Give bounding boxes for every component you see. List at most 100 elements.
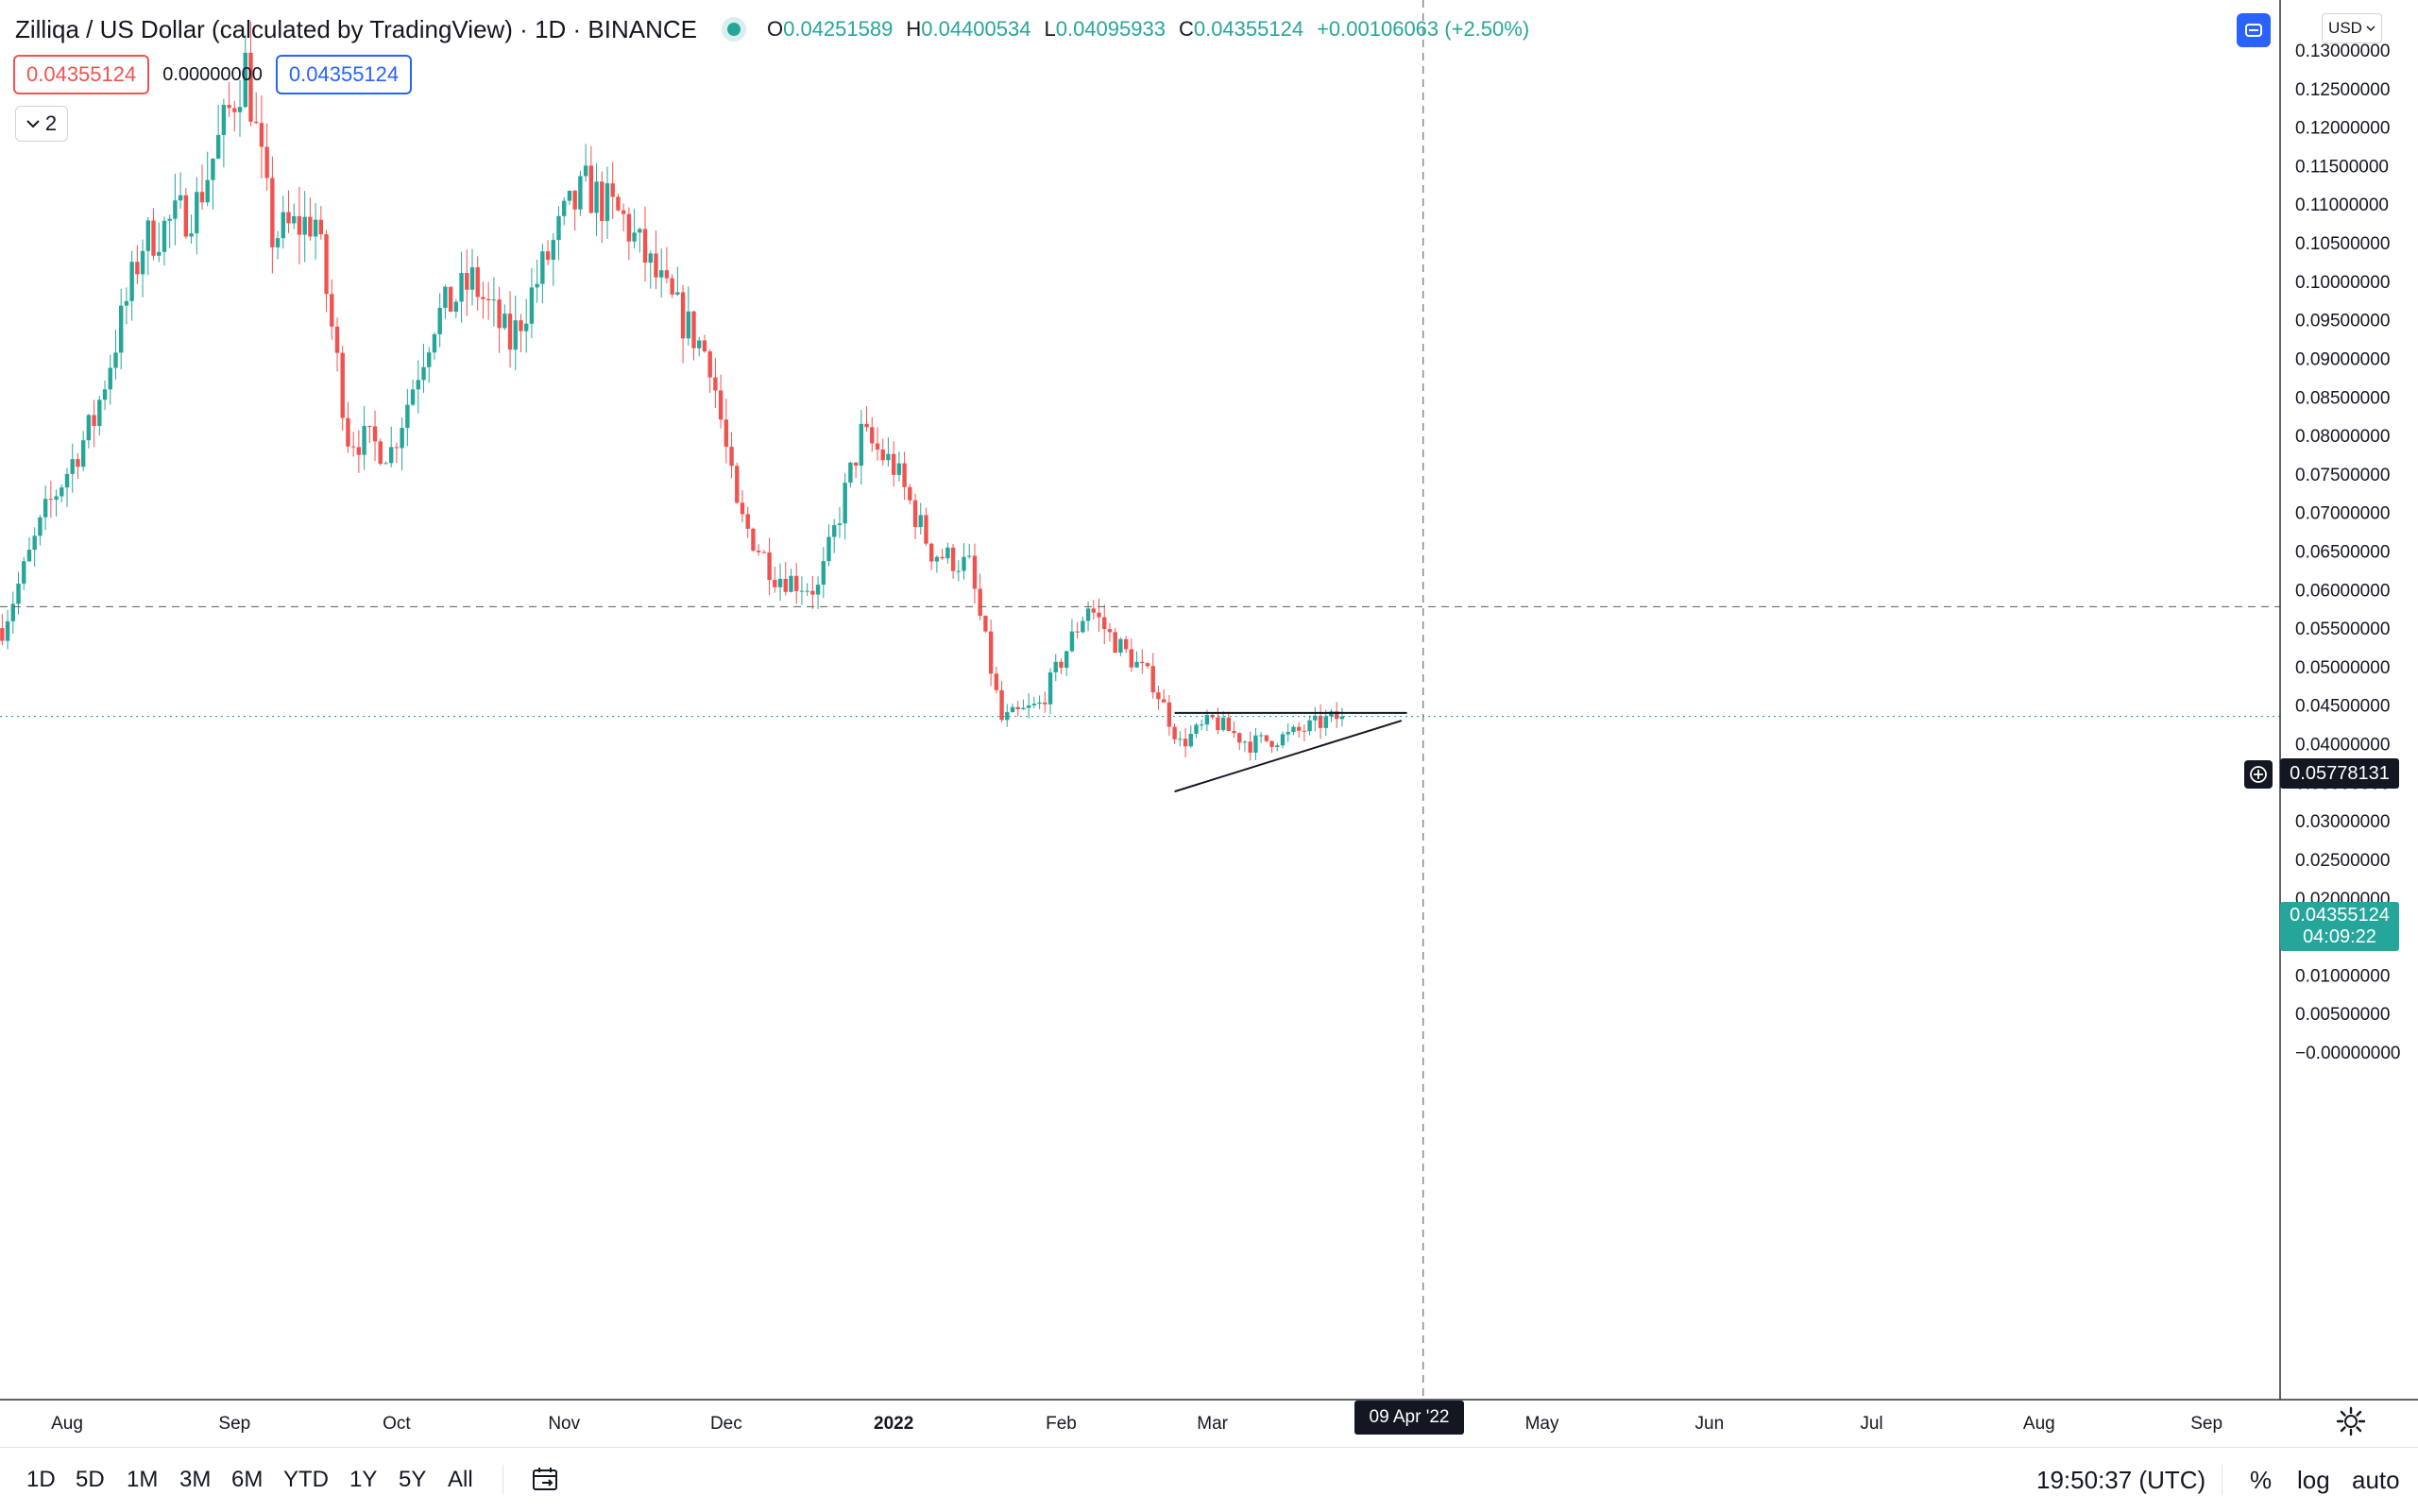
range-button-1d[interactable]: 1D (26, 1467, 56, 1492)
candle-body (432, 333, 437, 353)
candle-body (1307, 720, 1312, 732)
candle-body (1085, 608, 1091, 621)
range-button-5y[interactable]: 5Y (399, 1467, 427, 1492)
candle-body (22, 561, 26, 584)
candle-body (383, 463, 388, 465)
candle-body (270, 178, 275, 247)
candle-body (1323, 716, 1328, 728)
price-axis[interactable]: 0.13000000 0.12500000 0.12000000 0.11500000… (2279, 0, 2400, 1400)
candle-body (162, 220, 167, 252)
price-chart[interactable]: 0.13000000 0.12500000 0.12000000 0.11500000… (0, 0, 2418, 1447)
close-value: 0.04355124 (1193, 17, 1304, 41)
candle-body (902, 463, 907, 487)
sync-button[interactable] (2237, 13, 2271, 47)
candle-body (972, 555, 978, 589)
candle-body (853, 462, 859, 467)
candle-body (1021, 707, 1026, 710)
support-trend-line[interactable] (1174, 720, 1403, 793)
candle-body (70, 459, 75, 474)
candle-body (783, 578, 788, 592)
candle-body (1226, 717, 1231, 731)
candle-body (1220, 717, 1226, 731)
candle-body (702, 340, 707, 352)
indicators-collapse-button[interactable]: 2 (15, 106, 68, 142)
candle-body (880, 449, 885, 461)
candle-body (453, 301, 459, 312)
candle-body (1031, 704, 1037, 705)
candle-body (400, 428, 404, 449)
candle-body (1150, 666, 1155, 693)
candle-body (675, 292, 680, 295)
range-button-5d[interactable]: 5D (76, 1467, 105, 1492)
candle-body (626, 213, 632, 242)
candle-body (562, 200, 567, 216)
candle-body (789, 575, 793, 592)
candle-body (254, 121, 259, 124)
candle-body (713, 377, 718, 391)
candle-body (1145, 663, 1150, 667)
candle-body (227, 105, 231, 109)
candle-body (76, 459, 80, 467)
candle-body (572, 190, 577, 210)
chevron-down-icon (26, 120, 40, 128)
candle-body (697, 340, 702, 348)
symbol-title[interactable]: Zilliqa / US Dollar (calculated by Tradi… (15, 14, 697, 43)
utc-clock[interactable]: 19:50:37 (UTC) (2036, 1466, 2206, 1494)
candle-body (912, 500, 918, 528)
candle-body (38, 517, 43, 536)
candle-body (594, 181, 599, 213)
x-tick-label: Mar (1197, 1414, 1228, 1434)
candle-body (794, 575, 799, 591)
candle-body (215, 135, 221, 159)
candle-body (1156, 692, 1161, 700)
range-button-ytd[interactable]: YTD (283, 1467, 329, 1492)
candle-body (157, 251, 162, 256)
candle-body (119, 305, 124, 353)
candle-body (189, 233, 194, 237)
candle-body (459, 273, 464, 302)
candle-body (875, 443, 880, 450)
change-value: +0.00106063 (+2.50%) (1317, 17, 1530, 41)
candle-body (1026, 705, 1031, 708)
candle-body (551, 240, 555, 261)
candle-body (167, 218, 172, 221)
go-to-date-icon[interactable] (531, 1464, 561, 1494)
y-tick-label: 0.06000000 (2295, 581, 2390, 601)
currency-selector[interactable]: USD (2322, 13, 2382, 43)
market-status-icon[interactable] (726, 23, 741, 36)
buy-button[interactable]: 0.04355124 (275, 55, 413, 94)
candle-body (178, 195, 183, 201)
range-button-1m[interactable]: 1M (127, 1467, 159, 1492)
candle-body (437, 307, 442, 334)
y-tick-label: 0.12000000 (2295, 119, 2390, 139)
candle-body (1118, 638, 1123, 654)
auto-scale-toggle[interactable]: auto (2352, 1466, 2400, 1494)
candle-body (243, 52, 247, 108)
log-scale-toggle[interactable]: log (2297, 1466, 2330, 1494)
drawing-annotations[interactable] (1174, 711, 1407, 793)
candle-body (264, 146, 269, 178)
candle-body (832, 525, 837, 537)
time-axis[interactable]: Aug Sep Oct Nov Dec 2022 Feb Mar May Jun Jul Aug Sep (0, 1399, 2418, 1434)
candle-body (1047, 671, 1053, 705)
candle-body (773, 580, 777, 587)
gear-icon[interactable] (2335, 1405, 2367, 1437)
range-button-6m[interactable]: 6M (231, 1467, 264, 1492)
candle-body (1172, 726, 1177, 739)
y-tick-label: 0.05000000 (2295, 658, 2390, 678)
y-tick-label: 0.11500000 (2295, 157, 2389, 177)
candle-body (870, 427, 875, 444)
candle-body (756, 551, 761, 552)
range-button-all[interactable]: All (448, 1467, 473, 1492)
y-tick-label: 0.09000000 (2295, 349, 2390, 369)
add-alert-button[interactable] (2244, 760, 2273, 789)
candle-body (513, 320, 518, 350)
candle-body (670, 278, 674, 295)
range-button-3m[interactable]: 3M (179, 1467, 212, 1492)
candle-body (1037, 702, 1042, 705)
candle-body (1059, 661, 1064, 669)
percent-scale-toggle[interactable]: % (2250, 1466, 2273, 1494)
sell-button[interactable]: 0.04355124 (13, 55, 150, 94)
candle-body (1248, 741, 1252, 753)
range-button-1y[interactable]: 1Y (349, 1467, 378, 1492)
